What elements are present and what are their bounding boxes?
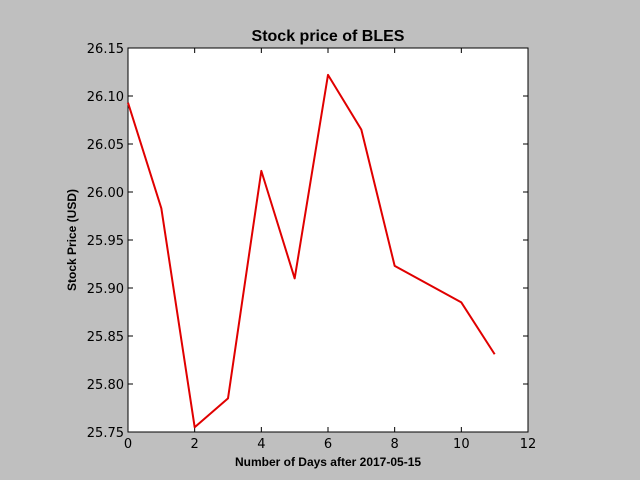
x-tick-label: 6 xyxy=(324,437,332,452)
plot-area xyxy=(128,48,528,432)
y-tick-label: 26.05 xyxy=(87,138,124,153)
x-tick-label: 8 xyxy=(391,437,399,452)
x-tick-label: 4 xyxy=(257,437,265,452)
y-tick-label: 25.80 xyxy=(87,378,124,393)
x-tick-label: 10 xyxy=(453,437,470,452)
y-axis-label: Stock Price (USD) xyxy=(65,189,79,291)
y-tick-label: 26.10 xyxy=(87,90,124,105)
y-tick-label: 25.95 xyxy=(87,234,124,249)
y-tick-label: 26.15 xyxy=(87,42,124,57)
chart-title: Stock price of BLES xyxy=(252,28,405,45)
y-tick-label: 26.00 xyxy=(87,186,124,201)
y-tick-label: 25.85 xyxy=(87,330,124,345)
y-tick-label: 25.75 xyxy=(87,426,124,441)
x-tick-label: 0 xyxy=(124,437,132,452)
x-tick-label: 12 xyxy=(520,437,537,452)
x-axis-label: Number of Days after 2017-05-15 xyxy=(235,455,421,469)
x-tick-label: 2 xyxy=(191,437,199,452)
y-tick-label: 25.90 xyxy=(87,282,124,297)
